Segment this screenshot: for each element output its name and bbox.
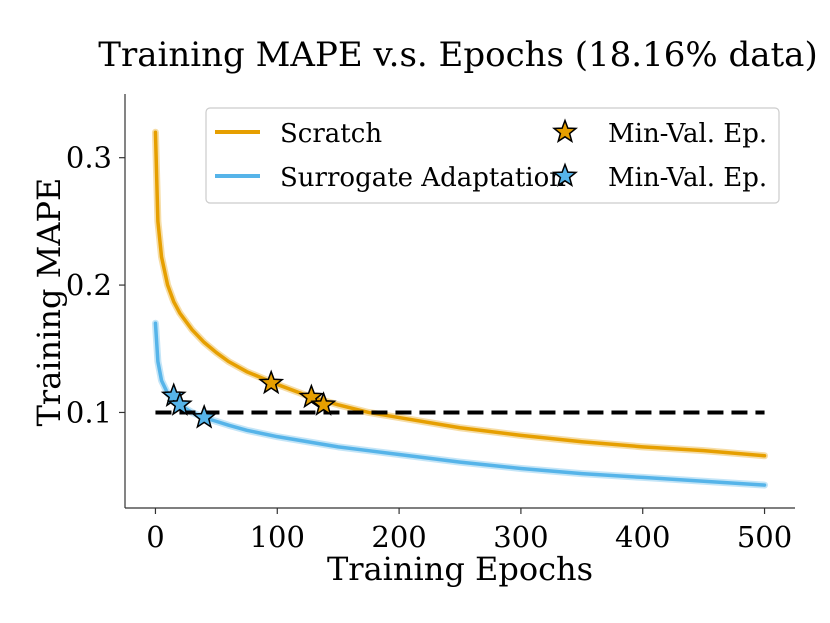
min-val-star-surrogate-adaptation-1 — [166, 391, 193, 416]
legend-star-surrogate-icon — [552, 162, 578, 188]
min-val-star-scratch-2 — [310, 391, 337, 416]
x-tick-label-400: 400 — [615, 520, 670, 554]
plot-area — [151, 128, 769, 489]
x-tick-label-100: 100 — [250, 520, 305, 554]
x-tick-label-200: 200 — [371, 520, 426, 554]
x-tick-label-0: 0 — [146, 520, 164, 554]
legend-label-scratch: Scratch — [280, 119, 382, 149]
series-line-scratch — [153, 130, 767, 458]
min-val-star-scratch-1 — [298, 383, 325, 409]
y-tick-label-0.3: 0.3 — [66, 141, 112, 175]
legend-label-surrogate: Surrogate Adaptation — [280, 163, 566, 193]
legend-star-shape-0 — [552, 118, 578, 144]
legend-star-scratch-icon — [552, 118, 578, 144]
x-tick-label-500: 500 — [737, 520, 792, 554]
legend-box — [205, 107, 780, 204]
y-axis-label: Training MAPE — [30, 178, 68, 427]
chart-title: Training MAPE v.s. Epochs (18.16% data) — [98, 35, 817, 75]
y-tick-label-0.2: 0.2 — [66, 268, 112, 302]
markers-layer — [160, 369, 337, 429]
legend: Scratch Surrogate Adaptation Min-Val. Ep… — [205, 107, 780, 204]
x-tick-label-300: 300 — [493, 520, 548, 554]
legend-star-shape-1 — [552, 162, 578, 188]
y-tick-label-0.1: 0.1 — [66, 395, 112, 429]
legend-label-minval-surrogate: Min-Val. Ep. — [608, 163, 767, 193]
x-ticks: 0 100 200 300 400 500 — [146, 508, 792, 554]
series-line-surrogate-adaptation — [153, 321, 767, 487]
min-val-star-scratch-0 — [258, 369, 285, 395]
min-val-star-surrogate-adaptation-2 — [191, 403, 218, 429]
legend-label-minval-scratch: Min-Val. Ep. — [608, 119, 767, 149]
x-axis-label: Training Epochs — [327, 550, 593, 588]
y-ticks: 0.1 0.2 0.3 — [66, 141, 125, 429]
